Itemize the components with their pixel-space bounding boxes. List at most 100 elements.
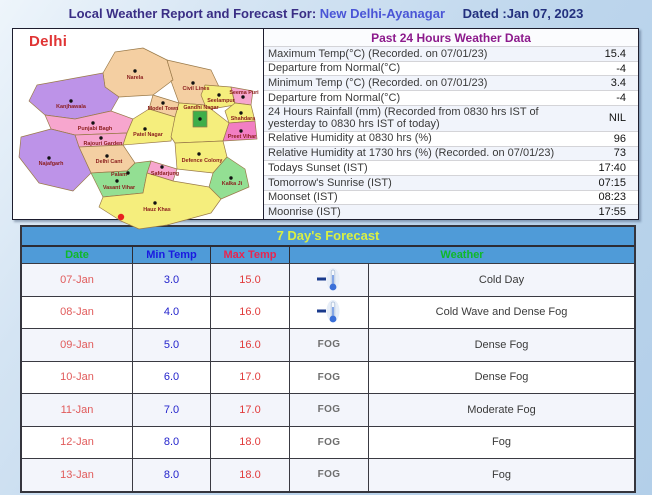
- fog-icon: FOG: [317, 339, 341, 351]
- row-label: Maximum Temp(°C) (Recorded. on 07/01/23): [268, 47, 488, 60]
- table-row: Departure from Normal(°C) -4: [264, 62, 638, 77]
- svg-text:Najafgarh: Najafgarh: [39, 161, 64, 167]
- row-value: -4: [616, 91, 626, 104]
- forecast-date: 07-Jan: [22, 264, 133, 296]
- forecast-date: 13-Jan: [22, 459, 133, 491]
- row-value: 17:55: [598, 206, 626, 219]
- map-region-patel-nagar: [122, 108, 176, 146]
- station-marker-ayanagar: [117, 213, 125, 221]
- forecast-weather-text: Dense Fog: [474, 338, 529, 351]
- forecast-min-temp: 5.0: [133, 329, 211, 361]
- table-row: Departure from Normal(°C) -4: [264, 91, 638, 106]
- forecast-title: 7 Day's Forecast: [22, 227, 634, 247]
- forecast-weather-text: Cold Day: [478, 273, 525, 286]
- svg-text:Seema Puri: Seema Puri: [229, 90, 259, 96]
- fog-icon: FOG: [317, 404, 341, 416]
- row-label: Relative Humidity at 1730 hrs (%) (Recor…: [268, 147, 555, 160]
- forecast-min-temp: 8.0: [133, 459, 211, 491]
- svg-text:Gandhi Nagar: Gandhi Nagar: [183, 105, 219, 111]
- column-header-min-temp: Min Temp: [133, 247, 211, 263]
- page-title-prefix: Local Weather Report and Forecast For:: [68, 6, 317, 21]
- svg-text:Patel Nagar: Patel Nagar: [133, 132, 164, 138]
- forecast-max-temp: 16.0: [211, 329, 290, 361]
- fog-icon: FOG: [317, 436, 341, 448]
- forecast-row: 11-Jan 7.0 17.0 FOG Moderate Fog: [22, 393, 634, 426]
- forecast-icon-cell: [290, 296, 369, 328]
- table-row: Tomorrow's Sunrise (IST) 07:15: [264, 175, 638, 191]
- map-town-dots: [47, 69, 245, 205]
- past24-header: Past 24 Hours Weather Data: [264, 29, 638, 47]
- forecast-row: 13-Jan 8.0 18.0 FOG Fog: [22, 458, 634, 491]
- row-value: 73: [613, 147, 626, 160]
- row-value: 96: [613, 132, 626, 145]
- fog-icon: FOG: [317, 469, 341, 481]
- row-label: Relative Humidity at 0830 hrs (%): [268, 132, 432, 145]
- forecast-max-temp: 18.0: [211, 426, 290, 458]
- forecast-weather-text: Fog: [492, 436, 511, 449]
- top-panel: Delhi: [12, 28, 639, 230]
- svg-text:Seelampur: Seelampur: [207, 98, 235, 104]
- svg-text:Shahdara: Shahdara: [231, 116, 257, 122]
- row-label: Minimum Temp (°C) (Recorded. on 07/01/23…: [268, 76, 488, 89]
- forecast-row: 09-Jan 5.0 16.0 FOG Dense Fog: [22, 328, 634, 361]
- row-label: Todays Sunset (IST): [268, 161, 368, 174]
- row-label: Departure from Normal(°C): [268, 62, 401, 75]
- row-label: Departure from Normal(°C): [268, 91, 401, 104]
- forecast-min-temp: 8.0: [133, 426, 211, 458]
- past24-table: Past 24 Hours Weather Data Maximum Temp(…: [263, 29, 638, 219]
- forecast-date: 11-Jan: [22, 394, 133, 426]
- table-row: 24 Hours Rainfall (mm) (Recorded from 08…: [264, 105, 638, 132]
- svg-text:Delhi Cant: Delhi Cant: [96, 159, 123, 165]
- table-row: Relative Humidity at 1730 hrs (%) (Recor…: [264, 146, 638, 162]
- forecast-icon-cell: [290, 264, 369, 296]
- svg-text:Palam: Palam: [111, 172, 127, 178]
- table-row: Todays Sunset (IST) 17:40: [264, 161, 638, 176]
- column-header-weather: Weather: [440, 249, 484, 261]
- forecast-icon-cell: FOG: [290, 426, 369, 458]
- fog-icon: FOG: [317, 371, 341, 383]
- svg-text:Kanjhawala: Kanjhawala: [56, 104, 87, 110]
- forecast-max-temp: 16.0: [211, 296, 290, 328]
- row-label: Moonset (IST): [268, 191, 338, 204]
- forecast-icon-cell: FOG: [290, 394, 369, 426]
- forecast-weather-text: Fog: [492, 468, 511, 481]
- svg-text:Kalka Ji: Kalka Ji: [222, 181, 243, 187]
- forecast-min-temp: 6.0: [133, 361, 211, 393]
- cold-thermometer-icon: [314, 267, 344, 293]
- forecast-date: 09-Jan: [22, 329, 133, 361]
- svg-text:Preet Vihar: Preet Vihar: [228, 134, 257, 140]
- forecast-max-temp: 17.0: [211, 394, 290, 426]
- forecast-min-temp: 7.0: [133, 394, 211, 426]
- table-row: Moonrise (IST) 17:55: [264, 205, 638, 219]
- map-region-hauz-khas: [98, 172, 222, 230]
- svg-text:Civil Lines: Civil Lines: [183, 86, 210, 92]
- row-value: 3.4: [610, 77, 626, 90]
- delhi-map-panel: Delhi: [13, 29, 263, 230]
- forecast-icon-cell: FOG: [290, 361, 369, 393]
- row-label: Tomorrow's Sunrise (IST): [268, 176, 392, 189]
- svg-text:Model Town: Model Town: [148, 106, 179, 112]
- forecast-header-row: Date Min Temp Max Temp Weather: [22, 247, 634, 263]
- forecast-max-temp: 17.0: [211, 361, 290, 393]
- svg-text:Rajouri Garden: Rajouri Garden: [84, 141, 123, 147]
- report-date: Dated :Jan 07, 2023: [462, 6, 584, 21]
- forecast-row: 12-Jan 8.0 18.0 FOG Fog: [22, 425, 634, 458]
- svg-text:Punjabi Bagh: Punjabi Bagh: [78, 126, 112, 132]
- cold-thermometer-icon: [314, 299, 344, 325]
- station-name: New Delhi-Ayanagar: [319, 6, 446, 21]
- forecast-min-temp: 3.0: [133, 264, 211, 296]
- forecast-icon-cell: FOG: [290, 459, 369, 491]
- map-labels: Narela Kanjhawala Civil Lines Model Town…: [39, 75, 260, 213]
- row-value: NIL: [608, 112, 626, 125]
- forecast-row: 08-Jan 4.0 16.0 Cold Wave and Dense Fog: [22, 295, 634, 328]
- forecast-min-temp: 4.0: [133, 296, 211, 328]
- table-row: Moonset (IST) 08:23: [264, 191, 638, 206]
- svg-text:Hauz Khas: Hauz Khas: [143, 207, 171, 213]
- column-header-max-temp: Max Temp: [211, 247, 290, 263]
- table-row: Relative Humidity at 0830 hrs (%) 96: [264, 132, 638, 147]
- svg-text:Vasant Vihar: Vasant Vihar: [103, 185, 136, 191]
- row-value: 17:40: [598, 162, 626, 175]
- table-row: Minimum Temp (°C) (Recorded. on 07/01/23…: [264, 76, 638, 92]
- table-row: Maximum Temp(°C) (Recorded. on 07/01/23)…: [264, 47, 638, 62]
- forecast-icon-cell: FOG: [290, 329, 369, 361]
